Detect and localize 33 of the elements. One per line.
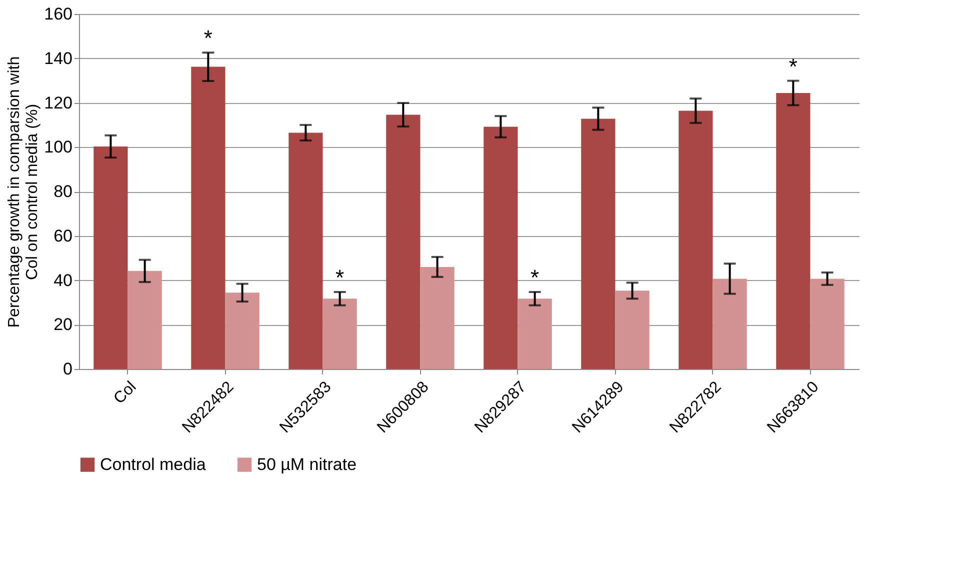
y-tick-label: 160	[44, 4, 72, 24]
x-tick-label: Col	[110, 378, 140, 408]
y-axis-title: Percentage growth in comparsion with Col on control media (%)	[6, 56, 42, 328]
bar	[191, 66, 226, 369]
annotation: *	[530, 265, 540, 290]
bar	[420, 266, 454, 369]
bar	[518, 298, 552, 369]
annotation: *	[336, 265, 345, 290]
annotation: *	[204, 26, 213, 51]
bar	[322, 298, 357, 369]
y-tick-label: 60	[54, 226, 72, 246]
bar	[94, 146, 128, 369]
y-tick-label: 120	[44, 93, 72, 112]
bar	[615, 290, 650, 369]
y-tick-label: 20	[54, 315, 72, 334]
bar	[386, 114, 420, 369]
annotation: *	[788, 54, 798, 79]
bar	[678, 110, 713, 369]
y-tick-label: 100	[44, 138, 72, 157]
bar	[288, 132, 323, 369]
bar	[776, 92, 810, 369]
bar	[581, 118, 616, 369]
legend-label: 50 µM nitrate	[257, 454, 357, 474]
bar	[128, 270, 162, 369]
bar	[225, 292, 260, 369]
legend-label: Control media	[100, 454, 206, 474]
y-tick-label: 140	[44, 48, 72, 68]
bar	[712, 278, 747, 369]
y-tick-label: 80	[54, 182, 72, 201]
bar	[484, 126, 518, 369]
y-tick-label: 0	[63, 360, 72, 378]
bar	[810, 278, 844, 369]
y-tick-label: 40	[54, 270, 72, 290]
